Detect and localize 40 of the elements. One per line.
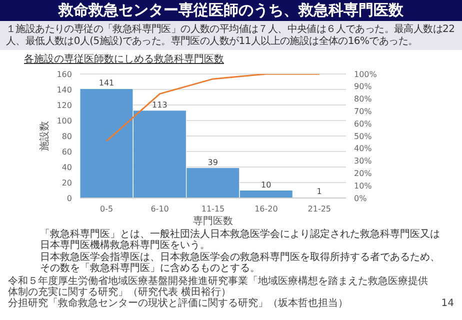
chart-title: 救命救急センター専従医師のうち、救急科専門医数 xyxy=(0,0,462,21)
y-tick-label: 140 xyxy=(56,84,72,94)
y-tick-label: 120 xyxy=(56,100,72,110)
text: 日本救急医学会指導医は、日本救急医学会の救急科専門医を取得所持する者であるため、その数を「救急科専門医」に含めるものとする。 xyxy=(40,252,441,274)
y-tick-label: 160 xyxy=(56,69,72,78)
y-tick-label: 40 xyxy=(62,162,72,172)
x-tick-label: 0-5 xyxy=(100,204,114,214)
y2-tick-label: 50% xyxy=(354,131,372,140)
data-label: 39 xyxy=(208,157,218,166)
data-label: 113 xyxy=(152,100,168,109)
y2-tick-label: 40% xyxy=(354,144,372,153)
y2-tick-label: 80% xyxy=(354,94,372,104)
text: 分担研究「救命救急センターの現状と評価に関する研究」（坂本哲也担当） xyxy=(8,298,349,308)
data-label: 141 xyxy=(98,78,114,88)
y2-tick-label: 100% xyxy=(354,69,378,78)
y2-tick-label: 60% xyxy=(354,118,372,128)
y2-tick-label: 70% xyxy=(354,106,372,116)
chart-subtitle: １施設あたりの専従の「救急科専門医」の人数の平均値は７人、中央値は６人であった。最高人数は22人、最低人数は0人(5施設)であった。専門医の人数が11人以上の施設は全体の16%であった。 xyxy=(0,21,462,50)
legend-title: 各施設の専従医師数にしめる救急科専門医数 xyxy=(23,52,225,66)
data-label: 10 xyxy=(261,180,272,189)
y-tick-label: 0 xyxy=(66,193,72,202)
y-tick-label: 100 xyxy=(56,116,72,125)
y-tick-label: 20 xyxy=(62,178,72,187)
text: 「救急科専門医」とは、一般社団法人日本救急医学会により認定された救急科専門医又は日本専門医機構救急科専門医をいう。 xyxy=(40,228,441,252)
y2-tick-label: 0% xyxy=(354,193,368,202)
x-tick-label: 21-25 xyxy=(308,204,332,214)
y2-tick-label: 20% xyxy=(354,168,372,178)
y-axis-title: 施設数 xyxy=(38,120,51,150)
data-label: 1 xyxy=(316,186,322,196)
y-tick-label: 60 xyxy=(62,146,72,156)
y2-tick-label: 90% xyxy=(354,82,372,91)
x-tick-label: 11-15 xyxy=(201,204,225,214)
text: 令和５年度厚生労働省地域医療基盤開発推進研究事業「地域医療構想を踏まえた救急医療提供体制の充実に関する研究」（研究代表 横田裕行） xyxy=(8,276,429,298)
x-tick-label: 6-10 xyxy=(150,204,169,214)
y2-tick-label: 10% xyxy=(354,180,372,190)
text: 14 xyxy=(440,298,454,308)
x-tick-label: 16-20 xyxy=(254,204,278,214)
y2-tick-label: 30% xyxy=(354,156,372,166)
x-axis-title: 専門医数 xyxy=(192,216,234,228)
y-tick-label: 80 xyxy=(62,131,72,140)
